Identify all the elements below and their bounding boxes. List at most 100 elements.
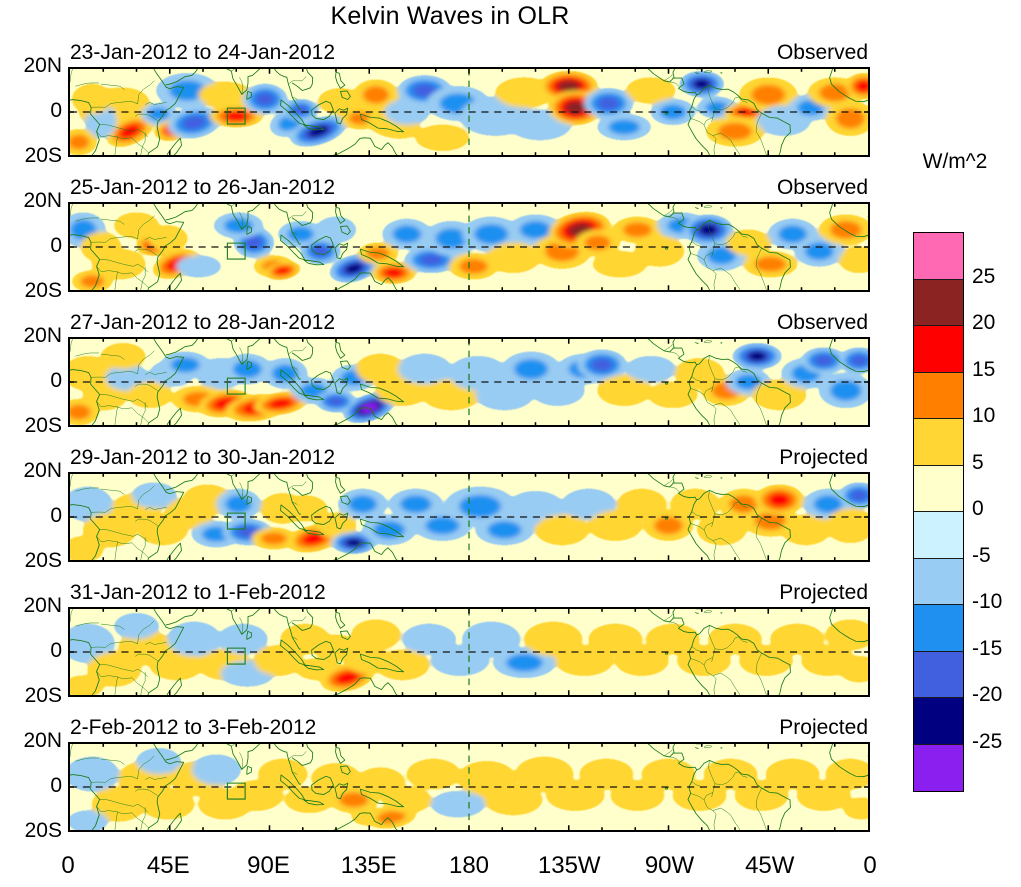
y-axis-tick-label: 0 (50, 369, 62, 392)
axis-ticks (70, 744, 868, 830)
colorbar-tick-label: -20 (972, 683, 1003, 706)
panel-header: 29-Jan-2012 to 30-Jan-2012 Projected (68, 446, 870, 470)
panel-header: 2-Feb-2012 to 3-Feb-2012 Projected (68, 716, 870, 740)
colorbar-tick-label: -25 (972, 729, 1003, 753)
map-plot-area (70, 609, 868, 695)
anomaly-field (70, 71, 868, 155)
colorbar-band (914, 558, 963, 605)
y-axis-tick-label: 0 (50, 99, 62, 122)
y-axis-tick-label: 0 (50, 774, 62, 797)
y-axis-tick-label: 20S (24, 144, 62, 167)
colorbar-tick-label: 10 (972, 404, 996, 427)
region-marker-box (227, 513, 245, 529)
panel-frame (68, 742, 870, 832)
region-marker-box (227, 783, 245, 799)
axis-ticks (70, 204, 868, 290)
axis-ticks (70, 339, 868, 425)
panel-frame (68, 337, 870, 427)
region-marker-box (227, 108, 245, 124)
map-panel-5: 31-Jan-2012 to 1-Feb-2012 Projected (68, 581, 870, 697)
map-plot-area (70, 474, 868, 560)
panel-date-label: 23-Jan-2012 to 24-Jan-2012 (70, 41, 336, 64)
y-axis-tick-label: 20N (23, 189, 62, 212)
x-axis-tick-label: 90W (644, 852, 695, 879)
panel-frame (68, 607, 870, 697)
panel-date-label: 2-Feb-2012 to 3-Feb-2012 (70, 716, 317, 739)
map-panel-6: 2-Feb-2012 to 3-Feb-2012 Projected (68, 716, 870, 832)
y-axis-tick-label: 20N (23, 54, 62, 77)
panel-date-label: 31-Jan-2012 to 1-Feb-2012 (70, 581, 326, 604)
x-axis-tick-label: 90E (247, 852, 290, 879)
colorbar-band (914, 419, 963, 466)
panel-status-label: Observed (776, 311, 868, 334)
panel-header: 27-Jan-2012 to 28-Jan-2012 Observed (68, 311, 870, 335)
colorbar-band (914, 605, 963, 652)
y-axis-tick-label: 20S (24, 414, 62, 437)
region-marker-box (227, 648, 245, 664)
colorbar-title: W/m^2 (922, 150, 988, 173)
figure-title: Kelvin Waves in OLR (330, 2, 570, 30)
x-axis-tick-label: 45W (745, 852, 795, 879)
y-axis-tick-label: 20N (23, 594, 62, 617)
colorbar-tick-label: 25 (972, 264, 996, 288)
axis-ticks (70, 69, 868, 155)
panel-status-label: Observed (776, 41, 868, 64)
colorbar-band (914, 326, 963, 373)
colorbar-tick-label: 20 (972, 311, 996, 334)
panel-status-label: Projected (779, 446, 868, 469)
panel-date-label: 29-Jan-2012 to 30-Jan-2012 (70, 446, 336, 469)
x-axis-tick-label: 135E (340, 852, 397, 879)
map-panel-4: 29-Jan-2012 to 30-Jan-2012 Projected (68, 446, 870, 562)
colorbar-band (914, 233, 963, 280)
map-plot-area (70, 204, 868, 290)
colorbar-band (914, 279, 963, 326)
colorbar-band (914, 698, 963, 745)
colorbar-tick-label: 15 (972, 357, 996, 381)
panel-status-label: Projected (779, 581, 868, 604)
panel-header: 31-Jan-2012 to 1-Feb-2012 Projected (68, 581, 870, 605)
y-axis-tick-label: 20S (24, 684, 62, 707)
anomaly-field (70, 343, 868, 425)
colorbar-tick-label: -15 (972, 636, 1003, 660)
map-plot-area (70, 744, 868, 830)
axis-ticks (70, 474, 868, 560)
colorbar-tick-label: 5 (972, 450, 984, 474)
colorbar-tick-label: -10 (972, 590, 1003, 613)
coastlines (70, 474, 868, 560)
panel-header: 25-Jan-2012 to 26-Jan-2012 Observed (68, 176, 870, 200)
region-marker-box (227, 243, 245, 259)
coastlines (70, 204, 868, 290)
y-axis-tick-label: 0 (50, 504, 62, 527)
colorbar-tick-label: 0 (972, 497, 984, 520)
y-axis-tick-label: 20S (24, 819, 62, 842)
y-axis-tick-label: 20N (23, 324, 62, 347)
colorbar-band (914, 465, 963, 512)
region-marker-box (227, 378, 245, 394)
x-axis-tick-label: 135W (537, 852, 601, 879)
map-plot-area (70, 339, 868, 425)
colorbar (913, 232, 964, 792)
map-panel-2: 25-Jan-2012 to 26-Jan-2012 Observed (68, 176, 870, 292)
colorbar-band (914, 744, 963, 791)
panel-header: 23-Jan-2012 to 24-Jan-2012 Observed (68, 41, 870, 65)
anomaly-field (70, 482, 868, 560)
x-axis-tick-label: 0 (61, 852, 75, 879)
map-plot-area (70, 69, 868, 155)
panel-status-label: Projected (779, 716, 868, 739)
panel-frame (68, 67, 870, 157)
colorbar-band (914, 372, 963, 419)
map-panel-3: 27-Jan-2012 to 28-Jan-2012 Observed (68, 311, 870, 427)
y-axis-tick-label: 20S (24, 549, 62, 572)
panel-date-label: 25-Jan-2012 to 26-Jan-2012 (70, 176, 336, 199)
anomaly-field (70, 613, 868, 695)
coastlines (70, 609, 868, 695)
y-axis-tick-label: 20N (23, 729, 62, 752)
panel-date-label: 27-Jan-2012 to 28-Jan-2012 (70, 311, 336, 334)
colorbar-band (914, 512, 963, 559)
y-axis-tick-label: 20S (24, 279, 62, 302)
coastlines (70, 744, 868, 830)
colorbar-band (914, 651, 963, 698)
colorbar-tick-label: -5 (972, 543, 991, 567)
y-axis-tick-label: 20N (23, 459, 62, 482)
